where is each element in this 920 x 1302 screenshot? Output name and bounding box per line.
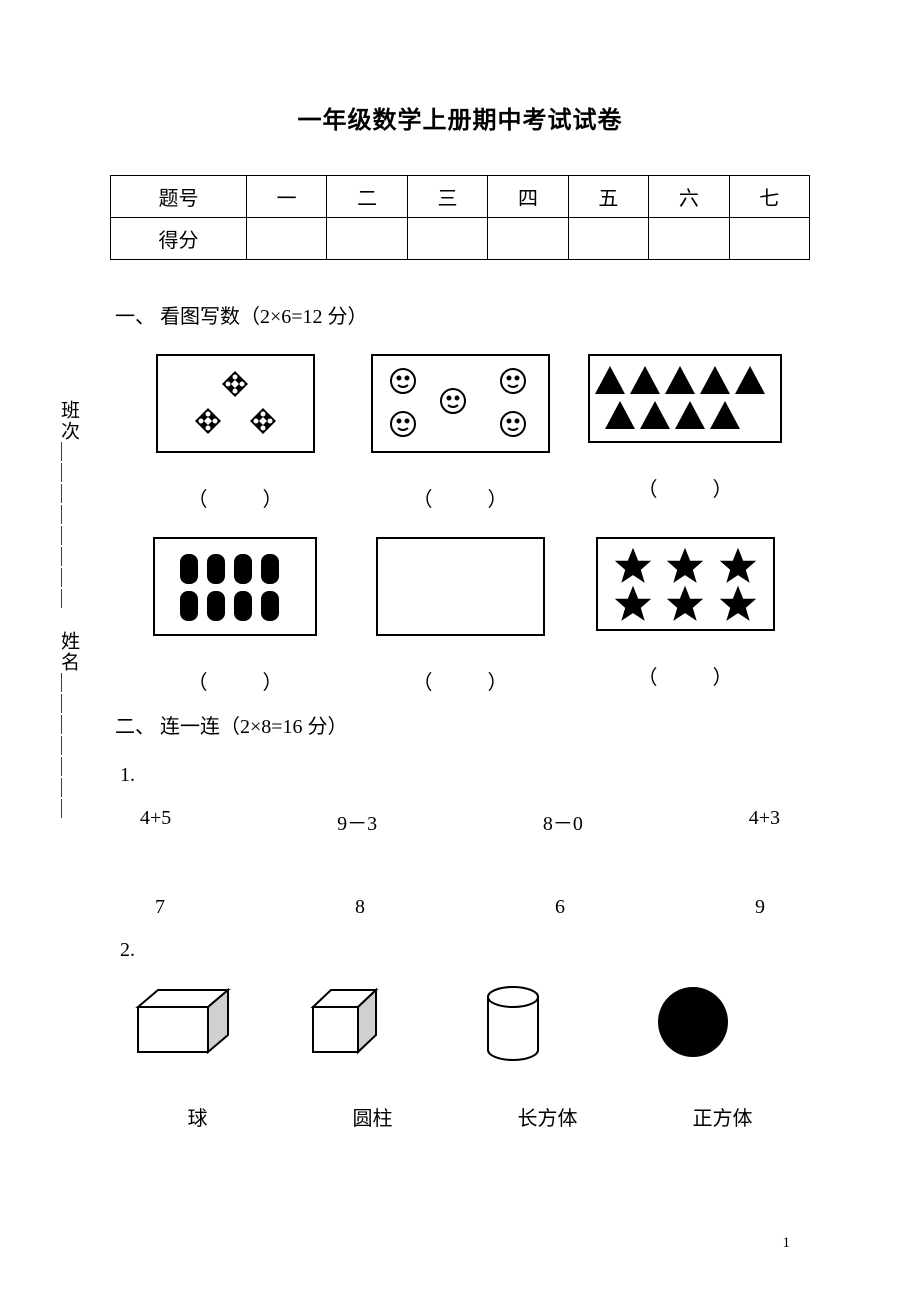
page-number: 1 bbox=[783, 1235, 791, 1252]
expr-1: 4+5 bbox=[140, 807, 171, 836]
answer-blank: （） bbox=[135, 483, 335, 512]
expr-3: 8－0 bbox=[543, 807, 583, 836]
score-table: 题号 一 二 三 四 五 六 七 得分 bbox=[110, 175, 810, 260]
pictures-row-1: （） （） （） bbox=[110, 354, 810, 512]
box-smileys-icon bbox=[371, 354, 550, 453]
box-diamonds-icon bbox=[156, 354, 315, 453]
ans-2: 8 bbox=[355, 896, 365, 919]
label-cube: 正方体 bbox=[653, 1102, 793, 1131]
box-empty-icon bbox=[376, 537, 545, 636]
sphere-icon bbox=[653, 982, 793, 1067]
page-title: 一年级数学上册期中考试试卷 bbox=[110, 100, 810, 135]
expr-2: 9－3 bbox=[337, 807, 377, 836]
label-cuboid: 长方体 bbox=[478, 1102, 618, 1131]
answers-row: 7 8 6 9 bbox=[110, 896, 810, 919]
sub2-label: 2. bbox=[120, 939, 810, 962]
shapes-row bbox=[110, 982, 810, 1067]
pictures-row-2: （） （） （） bbox=[110, 537, 810, 695]
answer-blank: （） bbox=[360, 483, 560, 512]
col-3: 三 bbox=[407, 176, 487, 218]
col-4: 四 bbox=[488, 176, 568, 218]
label-sphere: 球 bbox=[128, 1102, 268, 1131]
answer-blank: （） bbox=[360, 666, 560, 695]
table-row: 题号 一 二 三 四 五 六 七 bbox=[111, 176, 810, 218]
score-label: 得分 bbox=[111, 218, 247, 260]
sub1-label: 1. bbox=[120, 764, 810, 787]
name-label: 姓名 bbox=[55, 631, 82, 673]
ans-1: 7 bbox=[155, 896, 165, 919]
box-ovals-icon bbox=[153, 537, 317, 636]
cuboid-icon bbox=[128, 982, 268, 1067]
col-6: 六 bbox=[649, 176, 729, 218]
cube-icon bbox=[303, 982, 443, 1067]
expressions-row: 4+5 9－3 8－0 4+3 bbox=[110, 807, 810, 836]
class-label: 班次 bbox=[55, 400, 82, 442]
answer-blank: （） bbox=[135, 666, 335, 695]
col-7: 七 bbox=[729, 176, 809, 218]
col-1: 一 bbox=[246, 176, 326, 218]
expr-4: 4+3 bbox=[749, 807, 780, 836]
label-cylinder: 圆柱 bbox=[303, 1102, 443, 1131]
col-5: 五 bbox=[568, 176, 648, 218]
answer-blank: （） bbox=[585, 661, 785, 690]
table-row: 得分 bbox=[111, 218, 810, 260]
ans-3: 6 bbox=[555, 896, 565, 919]
sidebar-labels: 班次 ＿＿＿＿＿＿＿＿ 姓名 ＿＿＿＿＿＿＿ bbox=[55, 400, 82, 820]
box-triangles-icon bbox=[588, 354, 782, 443]
col-2: 二 bbox=[327, 176, 407, 218]
shape-labels-row: 球 圆柱 长方体 正方体 bbox=[110, 1102, 810, 1131]
ans-4: 9 bbox=[755, 896, 765, 919]
header-label: 题号 bbox=[111, 176, 247, 218]
cylinder-icon bbox=[478, 982, 618, 1067]
section1-heading: 一、 看图写数（2×6=12 分） bbox=[110, 300, 810, 329]
answer-blank: （） bbox=[585, 473, 785, 502]
box-stars-icon bbox=[596, 537, 775, 631]
section2-heading: 二、 连一连（2×8=16 分） bbox=[110, 710, 810, 739]
